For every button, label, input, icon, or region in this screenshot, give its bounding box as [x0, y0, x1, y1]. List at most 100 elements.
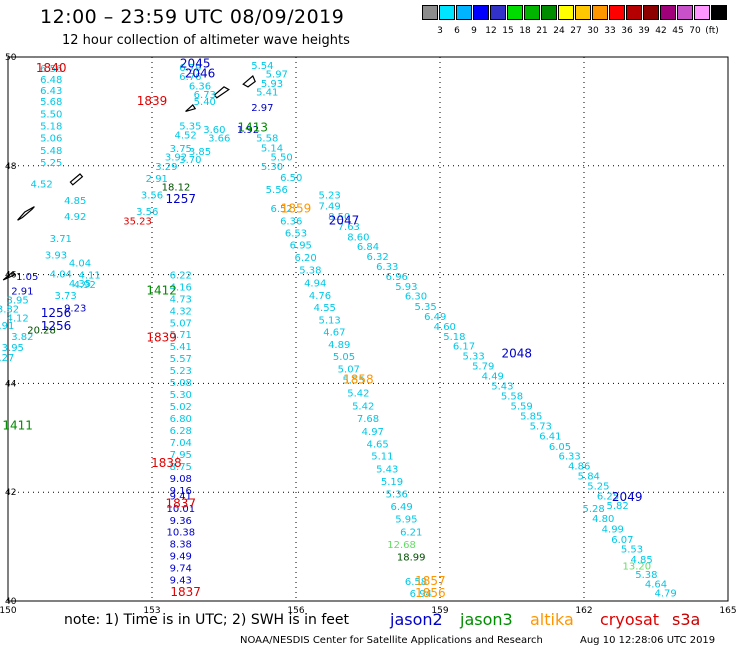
- colorbar-swatch: [575, 5, 591, 20]
- wave-height-value: 5.35: [414, 302, 436, 313]
- wave-height-value: 5.43: [491, 381, 513, 392]
- wave-height-value: 5.57: [170, 354, 192, 365]
- wave-height-value: 3.92: [165, 152, 187, 163]
- wave-height-value: 10.01: [166, 504, 195, 515]
- pass-time-label: 1257: [166, 192, 197, 206]
- wave-height-value: 4.97: [362, 427, 384, 438]
- pass-time-label: 2045: [180, 56, 211, 70]
- pass-time-label: 1858: [343, 372, 374, 386]
- wave-height-value: 2.91: [11, 287, 33, 298]
- wave-height-value: 9.49: [170, 552, 192, 563]
- colorbar-swatch: [524, 5, 540, 20]
- lat-tick-label: 50: [5, 53, 17, 63]
- wave-height-value: 4.86: [568, 461, 590, 472]
- wave-height-value: 5.54: [251, 61, 273, 72]
- colorbar-swatch: [592, 5, 608, 20]
- wave-height-value: 5.18: [443, 332, 465, 343]
- wave-height-value: 18.12: [162, 182, 191, 193]
- wave-height-value: 6.95: [290, 240, 312, 251]
- wave-height-value: 5.38: [299, 266, 321, 277]
- wave-height-value: 3.70: [179, 155, 201, 166]
- colorbar-label: 42: [655, 26, 667, 36]
- wave-height-value: 6.32: [366, 252, 388, 263]
- colorbar-swatch: [694, 5, 710, 20]
- wave-height-value: 6.22: [170, 270, 192, 281]
- legend-item-jason2: jason2: [390, 610, 443, 629]
- wave-height-value: 4.94: [304, 279, 326, 290]
- pass-time-label: 1413: [238, 121, 269, 135]
- wave-height-value: 6.49: [424, 312, 446, 323]
- wave-height-value: 5.30: [261, 162, 283, 173]
- wave-height-value: 8.75: [170, 462, 192, 473]
- lon-tick-label: 159: [431, 606, 448, 616]
- wave-height-value: 4.85: [64, 196, 86, 207]
- pass-time-label: 1838: [151, 456, 182, 470]
- wave-height-value: 5.41: [256, 88, 278, 99]
- colorbar-swatch: [422, 5, 438, 20]
- wave-height-value: 9.74: [170, 564, 192, 575]
- wave-height-value: 5.14: [261, 144, 283, 155]
- wave-height-value: 7.68: [357, 414, 379, 425]
- pass-time-label: 1840: [36, 61, 67, 75]
- wave-height-value: 6.20: [294, 253, 316, 264]
- wave-height-value: 2.97: [251, 103, 273, 114]
- pass-time-label: 2047: [329, 214, 360, 228]
- lon-tick-label: 156: [287, 606, 304, 616]
- wave-height-value: 4.04: [50, 269, 72, 280]
- wave-height-value: 4.11: [78, 270, 100, 281]
- wave-height-value: 5.36: [386, 490, 408, 501]
- lon-tick-label: 165: [719, 606, 736, 616]
- colorbar-label: 15: [502, 26, 514, 36]
- wave-height-value: 4.92: [74, 280, 96, 291]
- island-outline: [17, 206, 35, 221]
- wave-height-value: 5.42: [347, 388, 369, 399]
- wave-height-value: 8.50: [328, 212, 350, 223]
- lat-tick-label: 42: [5, 488, 16, 498]
- wave-height-value: 4.12: [6, 313, 28, 324]
- wave-height-value: 3.82: [0, 305, 19, 316]
- page-subtitle: 12 hour collection of altimeter wave hei…: [62, 33, 350, 48]
- colorbar-label: 6: [454, 26, 460, 36]
- page-title: 12:00 – 23:59 UTC 08/09/2019: [40, 6, 345, 28]
- wave-height-value: 6.52: [270, 204, 292, 215]
- legend-item-s3a: s3a: [672, 610, 701, 629]
- island-outline: [213, 86, 230, 99]
- wave-height-value: 5.48: [40, 146, 62, 157]
- pass-time-label: 1411: [2, 419, 33, 433]
- pass-time-label: 2049: [612, 490, 643, 504]
- wave-height-value: 3.60: [203, 125, 225, 136]
- wave-height-value: 7.95: [170, 450, 192, 461]
- wave-height-value: 5.05: [333, 352, 355, 363]
- wave-height-value: 5.58: [256, 133, 278, 144]
- wave-height-value: 5.41: [170, 342, 192, 353]
- wave-height-value: 4.04: [69, 258, 91, 269]
- wave-height-value: 4.27: [0, 353, 14, 364]
- legend-item-cryosat: cryosat: [600, 610, 660, 629]
- wave-height-value: 3.93: [45, 250, 67, 261]
- wave-height-value: 3.56: [136, 207, 158, 218]
- wave-height-value: 5.30: [170, 390, 192, 401]
- wave-height-value: 13.20: [622, 561, 651, 572]
- wave-height-value: 18.99: [397, 553, 426, 564]
- colorbar-label: 36: [621, 26, 633, 36]
- wave-height-value: 4.52: [30, 180, 52, 191]
- lon-tick-label: 150: [0, 606, 17, 616]
- wave-height-value: 4.55: [314, 303, 336, 314]
- wave-height-value: 5.06: [40, 133, 62, 144]
- colorbar-label: 21: [536, 26, 548, 36]
- wave-height-value: 5.38: [635, 570, 657, 581]
- wave-height-value: 9.08: [170, 474, 192, 485]
- wave-height-value: 5.42: [352, 402, 374, 413]
- colorbar-swatch: [490, 5, 506, 20]
- wave-height-value: 5.59: [510, 402, 532, 413]
- wave-height-value: 5.25: [587, 481, 609, 492]
- pass-time-label: 1859: [281, 202, 312, 216]
- wave-height-value: 5.50: [270, 152, 292, 163]
- colorbar-label: 24: [553, 26, 565, 36]
- map-frame: [7, 56, 729, 602]
- wave-height-value: 8.60: [347, 232, 369, 243]
- wave-height-value: 5.97: [266, 70, 288, 81]
- wave-height-value: 5.84: [578, 472, 600, 483]
- wave-height-value: 3.85: [189, 147, 211, 158]
- colorbar-label: 30: [587, 26, 599, 36]
